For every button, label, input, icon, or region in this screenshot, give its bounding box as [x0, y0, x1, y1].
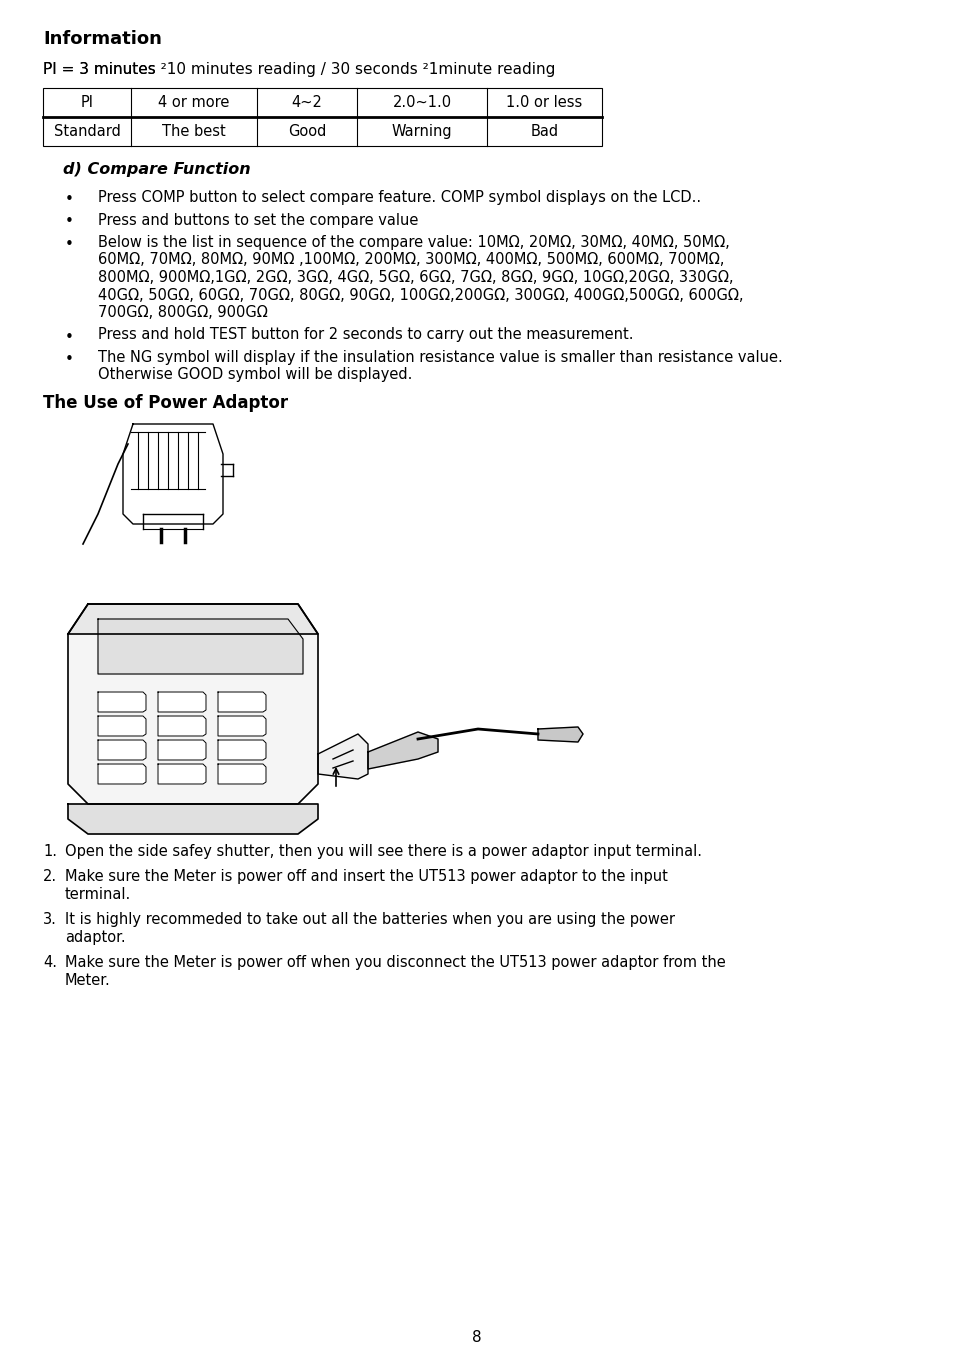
Polygon shape — [158, 716, 206, 737]
Text: 1.: 1. — [43, 844, 57, 858]
Polygon shape — [98, 619, 303, 674]
Polygon shape — [68, 804, 317, 834]
Text: Make sure the Meter is power off and insert the UT513 power adaptor to the input: Make sure the Meter is power off and ins… — [65, 869, 667, 884]
Text: terminal.: terminal. — [65, 887, 132, 902]
Text: adaptor.: adaptor. — [65, 930, 126, 945]
Text: •: • — [65, 214, 73, 229]
Text: 3.: 3. — [43, 913, 57, 927]
Text: 1.0 or less: 1.0 or less — [506, 95, 582, 110]
Polygon shape — [98, 716, 146, 737]
Text: PI = 3 minutes: PI = 3 minutes — [43, 62, 160, 77]
Polygon shape — [98, 764, 146, 784]
Polygon shape — [158, 764, 206, 784]
Text: Standard: Standard — [53, 125, 120, 139]
Text: Otherwise GOOD symbol will be displayed.: Otherwise GOOD symbol will be displayed. — [98, 367, 412, 382]
Text: Bad: Bad — [530, 125, 558, 139]
Text: •: • — [65, 237, 73, 252]
Text: The Use of Power Adaptor: The Use of Power Adaptor — [43, 394, 288, 412]
Text: PI: PI — [80, 95, 93, 110]
Text: Meter.: Meter. — [65, 974, 111, 988]
Polygon shape — [537, 727, 582, 742]
Text: •: • — [65, 192, 73, 207]
Text: 4~2: 4~2 — [292, 95, 322, 110]
Polygon shape — [218, 716, 266, 737]
Text: 4.: 4. — [43, 955, 57, 969]
Polygon shape — [68, 604, 317, 804]
Polygon shape — [317, 734, 368, 779]
Polygon shape — [158, 692, 206, 712]
Text: 800MΩ, 900MΩ,1GΩ, 2GΩ, 3GΩ, 4GΩ, 5GΩ, 6GΩ, 7GΩ, 8GΩ, 9GΩ, 10GΩ,20GΩ, 330GΩ,: 800MΩ, 900MΩ,1GΩ, 2GΩ, 3GΩ, 4GΩ, 5GΩ, 6G… — [98, 269, 733, 284]
Text: Press and hold TEST button for 2 seconds to carry out the measurement.: Press and hold TEST button for 2 seconds… — [98, 328, 633, 343]
Text: •: • — [65, 352, 73, 367]
Polygon shape — [218, 692, 266, 712]
Text: Good: Good — [288, 125, 326, 139]
Polygon shape — [98, 741, 146, 760]
Polygon shape — [98, 692, 146, 712]
Text: Open the side safey shutter, then you will see there is a power adaptor input te: Open the side safey shutter, then you wi… — [65, 844, 701, 858]
Text: Press COMP button to select compare feature. COMP symbol displays on the LCD..: Press COMP button to select compare feat… — [98, 190, 700, 204]
Text: Below is the list in sequence of the compare value: 10MΩ, 20MΩ, 30MΩ, 40MΩ, 50MΩ: Below is the list in sequence of the com… — [98, 236, 729, 250]
Text: PI = 3 minutes ²10 minutes reading / 30 seconds ²1minute reading: PI = 3 minutes ²10 minutes reading / 30 … — [43, 62, 555, 77]
Text: Information: Information — [43, 30, 162, 47]
Text: The NG symbol will display if the insulation resistance value is smaller than re: The NG symbol will display if the insula… — [98, 349, 781, 366]
Text: 4 or more: 4 or more — [158, 95, 230, 110]
Polygon shape — [218, 764, 266, 784]
Polygon shape — [218, 741, 266, 760]
Text: •: • — [65, 329, 73, 344]
Polygon shape — [158, 741, 206, 760]
Text: 60MΩ, 70MΩ, 80MΩ, 90MΩ ,100MΩ, 200MΩ, 300MΩ, 400MΩ, 500MΩ, 600MΩ, 700MΩ,: 60MΩ, 70MΩ, 80MΩ, 90MΩ ,100MΩ, 200MΩ, 30… — [98, 252, 723, 268]
Bar — [43, 88, 601, 146]
Text: It is highly recommeded to take out all the batteries when you are using the pow: It is highly recommeded to take out all … — [65, 913, 675, 927]
Polygon shape — [68, 604, 317, 634]
Text: 700GΩ, 800GΩ, 900GΩ: 700GΩ, 800GΩ, 900GΩ — [98, 305, 268, 320]
Text: 8: 8 — [472, 1330, 481, 1345]
Text: Make sure the Meter is power off when you disconnect the UT513 power adaptor fro: Make sure the Meter is power off when yo… — [65, 955, 725, 969]
Text: Warning: Warning — [392, 125, 452, 139]
Text: The best: The best — [162, 125, 226, 139]
Text: 2.0~1.0: 2.0~1.0 — [392, 95, 451, 110]
Text: Press and buttons to set the compare value: Press and buttons to set the compare val… — [98, 213, 418, 227]
Text: 2.: 2. — [43, 869, 57, 884]
Text: 40GΩ, 50GΩ, 60GΩ, 70GΩ, 80GΩ, 90GΩ, 100GΩ,200GΩ, 300GΩ, 400GΩ,500GΩ, 600GΩ,: 40GΩ, 50GΩ, 60GΩ, 70GΩ, 80GΩ, 90GΩ, 100G… — [98, 287, 742, 302]
Text: d) Compare Function: d) Compare Function — [63, 162, 251, 177]
Polygon shape — [368, 733, 437, 769]
